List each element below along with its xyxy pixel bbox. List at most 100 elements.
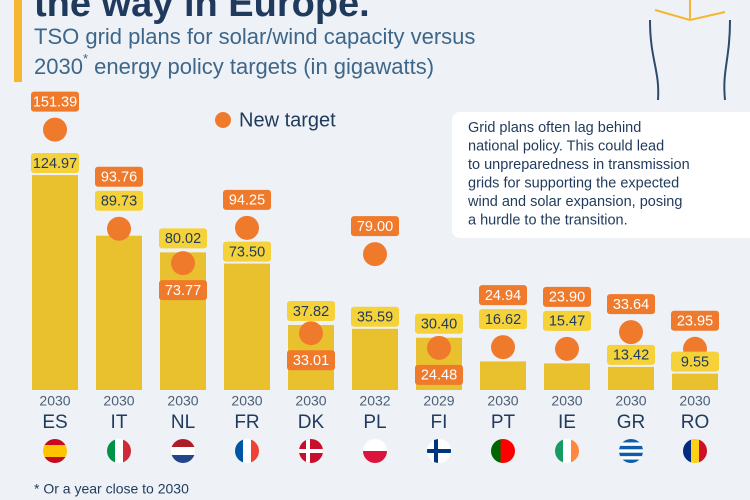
flag-stripe [495, 439, 502, 463]
value-label: 33.01 [293, 353, 329, 369]
value-label: 35.59 [357, 310, 393, 326]
flag [555, 439, 579, 463]
value-label: 124.97 [33, 156, 77, 172]
year-label: 2030 [39, 393, 70, 409]
flag-stripe [699, 439, 707, 463]
flag-stripe [619, 439, 643, 443]
flag-stripe [619, 456, 643, 461]
flag [299, 439, 323, 463]
annotation-box [452, 112, 750, 238]
flag [619, 439, 643, 463]
flag-stripe [43, 439, 67, 446]
flag [683, 439, 707, 463]
country-label: ES [42, 412, 67, 433]
year-label: 2032 [359, 393, 390, 409]
subtitle-asterisk: * [83, 51, 88, 66]
country-label: RO [681, 412, 710, 433]
flag-stripe [107, 439, 116, 463]
value-label-box [671, 351, 719, 372]
value-label: 79.00 [357, 219, 393, 235]
flag-stripe [171, 447, 195, 456]
flag-stripe [363, 439, 387, 452]
bar [224, 263, 270, 390]
value-label-box [607, 344, 655, 365]
flag-stripe [619, 445, 643, 450]
flag-stripe [491, 439, 497, 463]
target-dot [299, 321, 323, 346]
subtitle-part: energy policy targets (in gigawatts) [88, 54, 434, 79]
country-label: DK [298, 412, 325, 433]
target-dot [491, 335, 515, 360]
flag-stripe [510, 439, 515, 463]
flag-stripe [683, 439, 692, 463]
value-label-box [351, 216, 399, 237]
year-label: 2030 [231, 393, 262, 409]
value-label: 93.76 [101, 170, 137, 186]
value-label-box [479, 309, 527, 330]
value-label-box [159, 228, 207, 249]
country-label: PT [491, 412, 516, 433]
flag-stripe [43, 445, 67, 452]
flag-stripe [619, 459, 643, 463]
value-label: 80.02 [165, 231, 201, 247]
value-label-box [31, 91, 79, 112]
value-label: 30.40 [421, 317, 457, 333]
value-label-box [223, 189, 271, 210]
annotation-line: Grid plans often lag behind [468, 120, 641, 136]
flag-stripe [619, 452, 643, 457]
chart-title: the way in Europe. [34, 0, 370, 25]
value-label-box [351, 306, 399, 327]
flag-stripe [505, 439, 511, 463]
value-label: 15.47 [549, 314, 585, 330]
value-label-box [223, 241, 271, 262]
value-label-box [287, 300, 335, 321]
target-dot [171, 251, 195, 276]
value-label-box [287, 350, 335, 371]
value-label-box [543, 286, 591, 307]
target-dot [555, 336, 579, 361]
annotation-line: a hurdle to the transition. [468, 212, 628, 228]
bar [352, 328, 398, 390]
bar [160, 252, 206, 390]
annotation-line: national policy. This could lead [468, 138, 664, 154]
flag-cross [427, 449, 451, 453]
value-label: 23.95 [677, 314, 713, 330]
bar [544, 363, 590, 390]
windmill-illustration [649, 0, 731, 101]
flag [491, 439, 515, 463]
flag-stripe [235, 439, 244, 463]
value-label-box [607, 294, 655, 315]
year-label: 2030 [551, 393, 582, 409]
year-label: 2030 [615, 393, 646, 409]
value-label: 73.50 [229, 244, 265, 260]
value-label: 73.77 [165, 283, 201, 299]
flag-stripe [171, 455, 195, 463]
target-dot [43, 117, 67, 142]
value-label: 24.48 [421, 368, 457, 384]
year-label: 2030 [487, 393, 518, 409]
flag [363, 439, 387, 463]
subtitle-part: 2030 [34, 54, 83, 79]
flag-stripe [363, 451, 387, 463]
target-dot [427, 335, 451, 360]
annotation-line: wind and solar expansion, posing [467, 194, 682, 210]
value-label: 37.82 [293, 304, 329, 320]
value-label: 16.62 [485, 312, 521, 328]
country-label: FR [234, 412, 259, 433]
country-label: IE [558, 412, 576, 433]
country-label: IT [111, 412, 128, 433]
flag-stripe [43, 457, 67, 463]
target-dot [107, 216, 131, 241]
annotation-line: to unpreparedness in transmission [468, 157, 690, 173]
flag-stripe [123, 439, 131, 463]
country-label: PL [363, 412, 386, 433]
value-label: 13.42 [613, 348, 649, 364]
target-dot [235, 215, 259, 240]
year-label: 2030 [295, 393, 326, 409]
value-label-box [671, 310, 719, 331]
flag-stripe [563, 439, 572, 463]
value-label: 9.55 [681, 354, 709, 370]
flag-stripe [500, 439, 506, 463]
footnote: * Or a year close to 2030 [34, 481, 189, 497]
